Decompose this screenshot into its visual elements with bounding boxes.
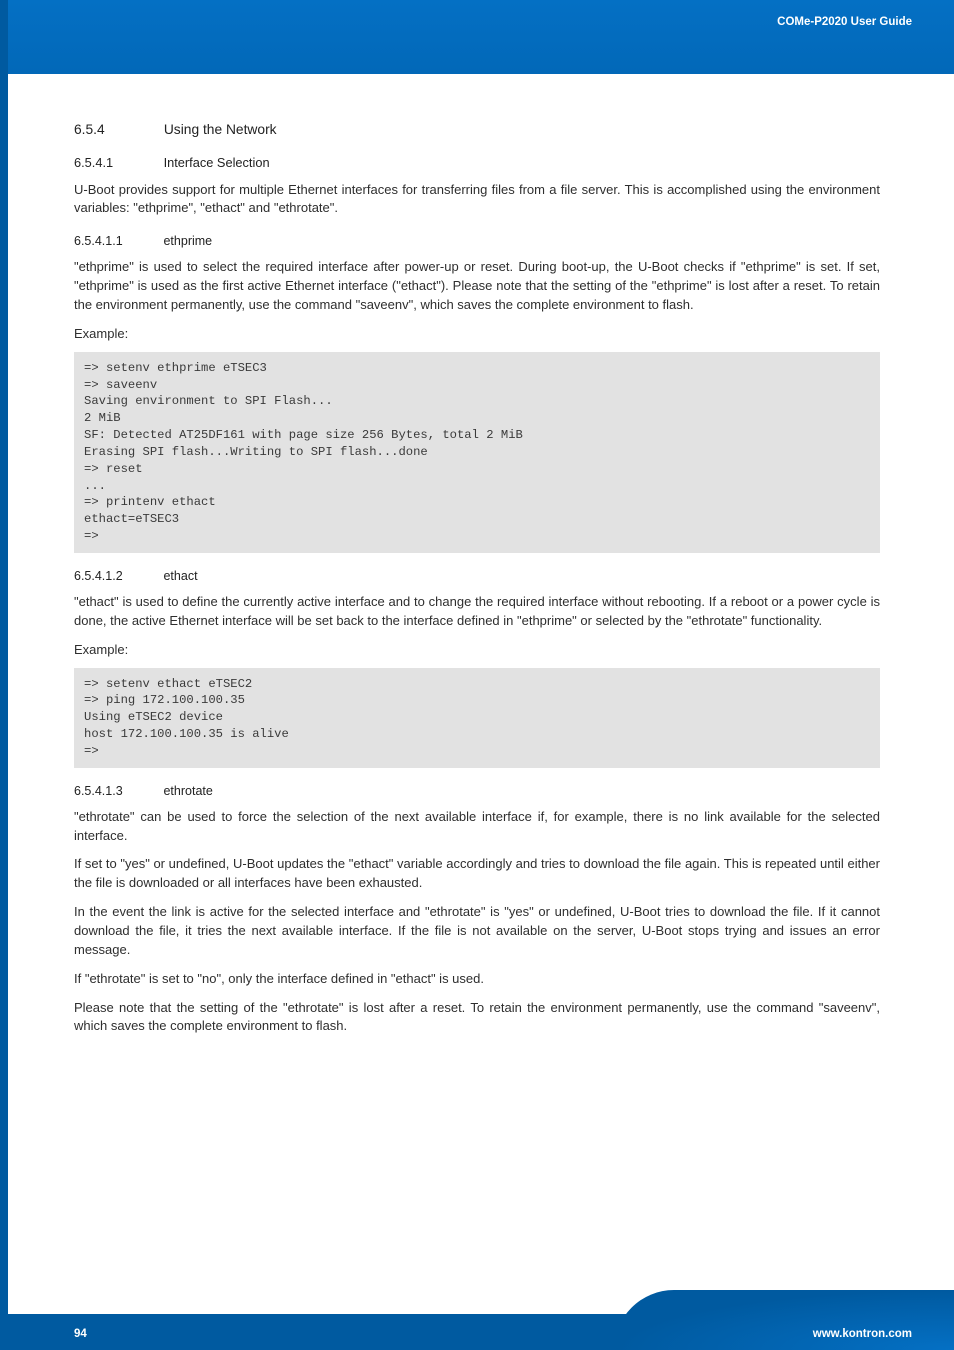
heading-6-5-4-1-1: 6.5.4.1.1 ethprime	[74, 232, 880, 250]
heading-title: Using the Network	[164, 122, 277, 137]
footer-curve	[614, 1290, 954, 1350]
page-content: 6.5.4 Using the Network 6.5.4.1 Interfac…	[74, 120, 880, 1250]
paragraph-ethact: "ethact" is used to define the currently…	[74, 593, 880, 631]
heading-title: ethact	[163, 569, 197, 583]
heading-title: ethprime	[163, 234, 212, 248]
paragraph-ethrotate-5: Please note that the setting of the "eth…	[74, 999, 880, 1037]
heading-title: Interface Selection	[164, 155, 270, 170]
code-block-ethprime: => setenv ethprime eTSEC3 => saveenv Sav…	[74, 352, 880, 553]
heading-6-5-4-1-2: 6.5.4.1.2 ethact	[74, 567, 880, 585]
paragraph-ethrotate-4: If "ethrotate" is set to "no", only the …	[74, 970, 880, 989]
footer-page-number: 94	[74, 1328, 87, 1340]
footer-url: www.kontron.com	[813, 1328, 912, 1340]
paragraph-intro: U-Boot provides support for multiple Eth…	[74, 181, 880, 219]
example-label: Example:	[74, 641, 880, 660]
header-band: COMe-P2020 User Guide	[0, 0, 954, 74]
heading-num: 6.5.4.1.1	[74, 232, 160, 250]
heading-num: 6.5.4.1.3	[74, 782, 160, 800]
footer: 94 www.kontron.com	[0, 1290, 954, 1350]
heading-num: 6.5.4.1.2	[74, 567, 160, 585]
paragraph-ethprime: "ethprime" is used to select the require…	[74, 258, 880, 315]
code-block-ethact: => setenv ethact eTSEC2 => ping 172.100.…	[74, 668, 880, 768]
heading-num: 6.5.4	[74, 120, 160, 140]
heading-6-5-4-1-3: 6.5.4.1.3 ethrotate	[74, 782, 880, 800]
paragraph-ethrotate-2: If set to "yes" or undefined, U-Boot upd…	[74, 855, 880, 893]
header-guide-title: COMe-P2020 User Guide	[777, 16, 912, 28]
paragraph-ethrotate-1: "ethrotate" can be used to force the sel…	[74, 808, 880, 846]
heading-6-5-4-1: 6.5.4.1 Interface Selection	[74, 154, 880, 173]
left-accent-band	[0, 0, 8, 1350]
heading-6-5-4: 6.5.4 Using the Network	[74, 120, 880, 140]
heading-num: 6.5.4.1	[74, 154, 160, 173]
heading-title: ethrotate	[163, 784, 212, 798]
example-label: Example:	[74, 325, 880, 344]
paragraph-ethrotate-3: In the event the link is active for the …	[74, 903, 880, 960]
